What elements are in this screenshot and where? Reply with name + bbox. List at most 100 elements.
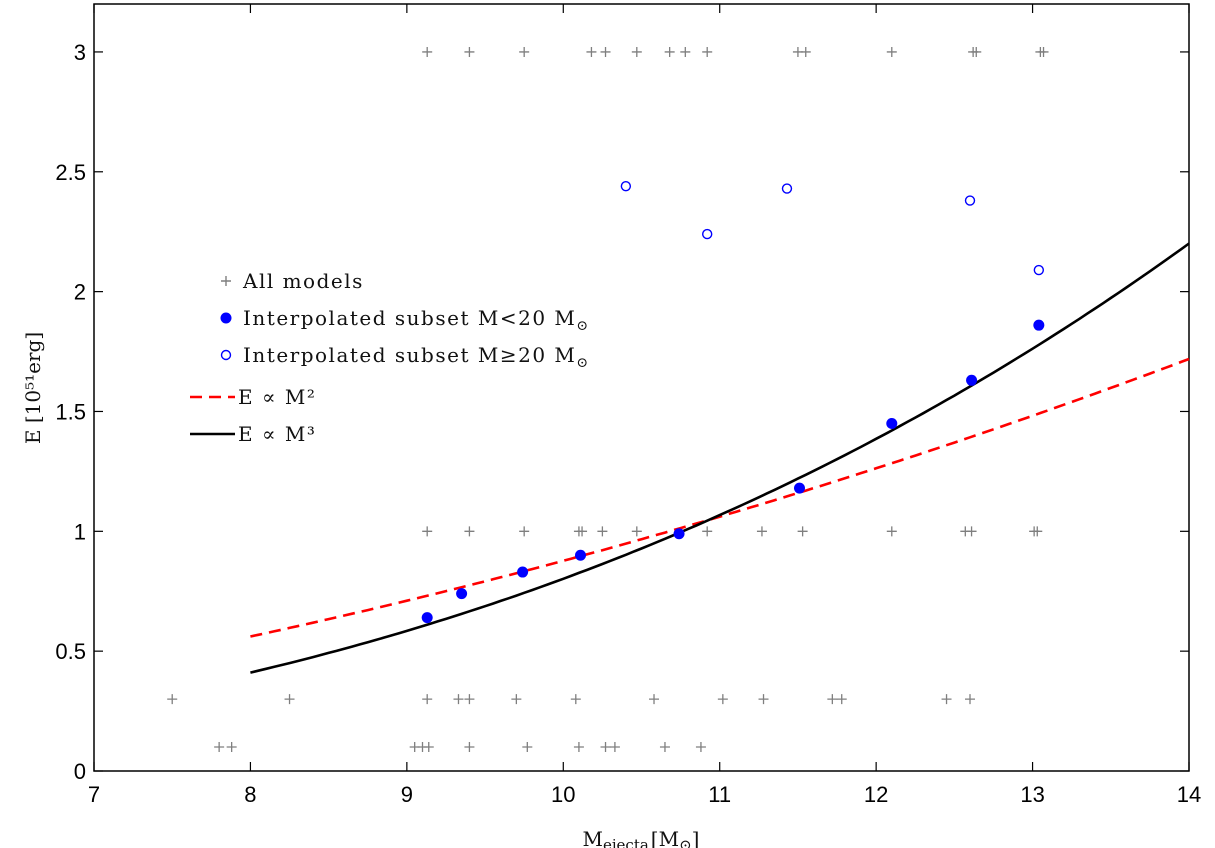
- point-interpolated-high: [702, 228, 713, 240]
- point-all-models: [702, 526, 713, 537]
- point-all-models: [519, 46, 530, 57]
- y-tick-label: 0: [74, 759, 86, 784]
- point-all-models: [717, 694, 728, 705]
- x-tick-label: 13: [1020, 782, 1044, 807]
- point-all-models: [941, 694, 952, 705]
- point-all-models: [522, 742, 533, 753]
- plot-frame: [93, 3, 1190, 772]
- point-interpolated-high: [1033, 264, 1045, 276]
- point-all-models: [836, 694, 847, 705]
- point-all-models: [422, 526, 433, 537]
- point-all-models: [422, 46, 433, 57]
- point-all-models: [453, 694, 464, 705]
- point-all-models: [586, 46, 597, 57]
- point-interpolated-low: [421, 612, 433, 624]
- point-all-models: [800, 46, 811, 57]
- point-interpolated-low: [574, 549, 586, 561]
- axis-ticks: 7 8 9 10 11 12 13 14 0 0.5 1 1.5 2 2.5 3: [55, 4, 1201, 807]
- point-all-models: [600, 742, 611, 753]
- point-all-models: [758, 694, 769, 705]
- point-all-models: [664, 46, 675, 57]
- point-all-models: [1032, 526, 1043, 537]
- legend-label-all-models: All models: [242, 269, 364, 293]
- y-tick-label: 1.5: [55, 399, 86, 424]
- point-all-models: [971, 46, 982, 57]
- legend-label-interpolated-high: Interpolated subset M≥20 M⊙: [243, 343, 590, 371]
- legend-marker-plus: [221, 276, 231, 286]
- point-interpolated-low: [456, 588, 468, 600]
- legend-label-e-m3: E ∝ M³: [238, 422, 316, 446]
- legend-marker-filled-circle: [220, 312, 232, 324]
- point-all-models: [597, 526, 608, 537]
- point-all-models: [226, 742, 237, 753]
- point-all-models: [756, 526, 767, 537]
- x-tick-label: 10: [551, 782, 575, 807]
- point-all-models: [1038, 46, 1049, 57]
- point-all-models: [886, 46, 897, 57]
- point-all-models: [702, 46, 713, 57]
- y-tick-label: 2: [74, 280, 86, 305]
- point-interpolated-high: [964, 195, 976, 206]
- point-all-models: [965, 694, 975, 705]
- point-all-models: [464, 742, 475, 753]
- point-interpolated-low: [517, 566, 529, 578]
- point-all-models: [519, 526, 530, 537]
- legend-item-interpolated-low: Interpolated subset M<20 M⊙: [220, 306, 590, 334]
- point-all-models: [600, 46, 611, 57]
- point-all-models: [422, 694, 433, 705]
- x-tick-label: 9: [401, 782, 413, 807]
- plot-area: [93, 3, 1190, 772]
- y-tick-label: 1: [74, 519, 86, 544]
- legend-label-e-m2: E ∝ M²: [238, 385, 316, 409]
- legend-marker-open-circle: [220, 349, 232, 361]
- point-all-models: [464, 694, 475, 705]
- x-tick-label: 7: [88, 782, 100, 807]
- x-tick-label: 8: [244, 782, 256, 807]
- legend-item-all-models: All models: [221, 269, 364, 293]
- point-all-models: [214, 742, 225, 753]
- x-tick-label: 11: [708, 782, 731, 807]
- point-all-models: [827, 694, 838, 705]
- point-all-models: [966, 526, 977, 537]
- data-points: [167, 46, 1049, 753]
- legend-item-e-m2: E ∝ M²: [190, 385, 316, 409]
- point-all-models: [609, 742, 620, 753]
- point-interpolated-low: [886, 417, 898, 429]
- fit-curves: [250, 242, 1190, 674]
- point-all-models: [577, 526, 588, 537]
- point-all-models: [570, 694, 581, 705]
- point-all-models: [511, 694, 522, 705]
- point-all-models: [649, 694, 660, 705]
- x-tick-label: 14: [1177, 782, 1201, 807]
- point-interpolated-low: [793, 482, 805, 494]
- legend-item-interpolated-high: Interpolated subset M≥20 M⊙: [220, 343, 590, 371]
- legend-item-e-m3: E ∝ M³: [190, 422, 316, 446]
- point-interpolated-high: [781, 183, 793, 194]
- point-all-models: [886, 526, 897, 537]
- point-all-models: [631, 526, 642, 537]
- y-axis-label: E [10⁵¹erg]: [21, 332, 45, 444]
- point-all-models: [464, 526, 475, 537]
- point-all-models: [284, 694, 295, 705]
- point-all-models: [464, 46, 475, 57]
- curve-e-m3: [250, 242, 1190, 674]
- point-all-models: [631, 46, 642, 57]
- point-all-models: [573, 742, 584, 753]
- point-all-models: [167, 694, 178, 705]
- point-all-models: [695, 742, 706, 753]
- x-tick-label: 12: [864, 782, 888, 807]
- point-interpolated-low: [673, 528, 685, 540]
- point-interpolated-low: [966, 374, 978, 386]
- curve-e-m2: [250, 357, 1190, 638]
- legend-label-interpolated-low: Interpolated subset M<20 M⊙: [243, 306, 590, 334]
- y-tick-label: 3: [74, 40, 86, 65]
- point-all-models: [797, 526, 808, 537]
- point-all-models: [680, 46, 691, 57]
- point-interpolated-low: [1033, 319, 1045, 331]
- point-all-models: [423, 742, 434, 753]
- point-interpolated-high: [620, 180, 632, 192]
- x-axis-label: Mejecta [M⊙]: [583, 827, 700, 848]
- legend: All models Interpolated subset M<20 M⊙ I…: [190, 269, 590, 446]
- y-tick-label: 0.5: [55, 639, 86, 664]
